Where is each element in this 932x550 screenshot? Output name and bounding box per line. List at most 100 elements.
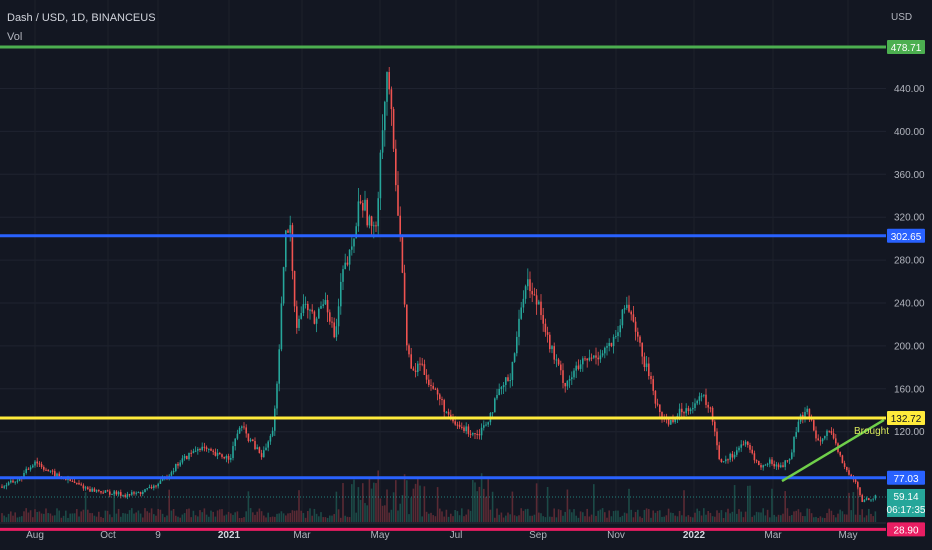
candle-body xyxy=(659,404,661,413)
volume-bar xyxy=(414,483,417,522)
candle-body xyxy=(399,215,401,237)
volume-bar xyxy=(632,517,635,522)
x-tick-label: 2021 xyxy=(218,530,241,541)
volume-bar xyxy=(216,510,219,522)
candle-body xyxy=(582,358,584,365)
volume-bar xyxy=(753,515,756,522)
candle-body xyxy=(359,201,362,204)
volume-bar xyxy=(555,517,558,522)
candle-body xyxy=(16,480,19,482)
annotation-brought[interactable]: Brought xyxy=(854,426,889,437)
candle-body xyxy=(808,408,811,420)
candle-body xyxy=(791,452,793,459)
candle-body xyxy=(839,451,841,456)
candle-body xyxy=(480,427,483,436)
candle-body xyxy=(335,326,338,338)
volume-bar xyxy=(476,491,478,522)
candle-body xyxy=(32,465,34,468)
candle-body xyxy=(478,434,481,436)
candle-body xyxy=(131,492,133,495)
volume-bar xyxy=(392,492,395,522)
x-tick-label: Sep xyxy=(529,530,547,541)
volume-bar xyxy=(320,512,322,522)
volume-bar xyxy=(474,482,476,522)
volume-bar xyxy=(335,491,338,522)
candle-body xyxy=(370,216,373,227)
volume-bar xyxy=(164,517,166,522)
candle-body xyxy=(560,364,562,371)
candle-body xyxy=(502,384,505,388)
indicator-label[interactable]: Vol xyxy=(7,31,22,43)
candle-body xyxy=(824,435,826,439)
volume-bar xyxy=(428,513,430,522)
horizontal-levels[interactable] xyxy=(0,45,886,531)
volume-bar xyxy=(454,509,456,522)
x-axis[interactable]: Aug Oct 9 2021 Mar May Jul Sep Nov 2022 Mar May xyxy=(0,522,886,541)
volume-bar xyxy=(5,517,8,522)
volume-bar xyxy=(700,515,703,522)
volume-bar xyxy=(676,516,679,522)
candle-body xyxy=(588,357,591,361)
volume-bar xyxy=(390,509,393,522)
candle-body xyxy=(584,358,586,360)
candle-body xyxy=(439,394,441,400)
candle-body xyxy=(148,486,151,489)
volume-bar xyxy=(307,510,309,522)
candle-body xyxy=(461,426,463,428)
candle-body xyxy=(830,431,833,434)
volume-bar xyxy=(791,515,793,522)
volume-bar xyxy=(747,485,749,522)
y-tick-label: 360.00 xyxy=(894,170,925,181)
candle-body xyxy=(179,462,181,466)
candle-body xyxy=(208,448,210,450)
volume-bar xyxy=(397,510,399,522)
candle-body xyxy=(197,448,199,451)
y-axis[interactable]: 440.00 400.00 360.00 320.00 280.00 240.00 200.… xyxy=(894,84,925,438)
volume-bar xyxy=(133,513,135,522)
volume-bar xyxy=(513,515,516,522)
x-tick-label: Nov xyxy=(607,530,625,541)
volume-bar xyxy=(192,510,195,522)
candle-body xyxy=(463,427,465,432)
candle-body xyxy=(351,246,353,250)
volume-bar xyxy=(436,487,439,522)
volume-bar xyxy=(7,513,10,522)
candle-body xyxy=(645,363,648,368)
volume-bar xyxy=(126,513,129,522)
volume-bar xyxy=(18,516,21,522)
symbol-title[interactable]: Dash / USD, 1D, BINANCEUS xyxy=(7,12,156,24)
candle-body xyxy=(7,482,10,486)
volume-bar xyxy=(560,510,562,522)
last-price-badge xyxy=(887,488,925,517)
volume-bar xyxy=(821,517,824,522)
volume-bar xyxy=(197,516,199,522)
candle-body xyxy=(210,448,212,451)
volume-bar xyxy=(40,513,43,522)
volume-bar xyxy=(637,509,639,522)
candle-body xyxy=(496,394,498,399)
volume-bar xyxy=(698,510,701,522)
volume-bar xyxy=(304,517,307,522)
volume-bar xyxy=(267,512,269,522)
volume-bar xyxy=(722,517,725,522)
candle-body xyxy=(386,72,388,102)
candle-body xyxy=(36,461,38,464)
candle-body xyxy=(56,473,58,477)
candle-body xyxy=(80,484,82,486)
candle-body xyxy=(736,450,738,455)
candle-body xyxy=(315,318,318,324)
volume-bar xyxy=(480,473,483,522)
trend-line[interactable]: Brought xyxy=(781,418,889,483)
trend-line-segment[interactable] xyxy=(781,418,885,483)
volume-bar xyxy=(124,513,126,522)
candle-body xyxy=(857,482,859,488)
volume-bar xyxy=(652,510,654,522)
volume-bar xyxy=(736,513,738,522)
volume-bar xyxy=(663,516,665,522)
candle-body xyxy=(870,499,872,501)
volume-bar xyxy=(236,511,239,522)
volume-bar xyxy=(412,488,415,522)
volume-bar xyxy=(322,517,324,522)
